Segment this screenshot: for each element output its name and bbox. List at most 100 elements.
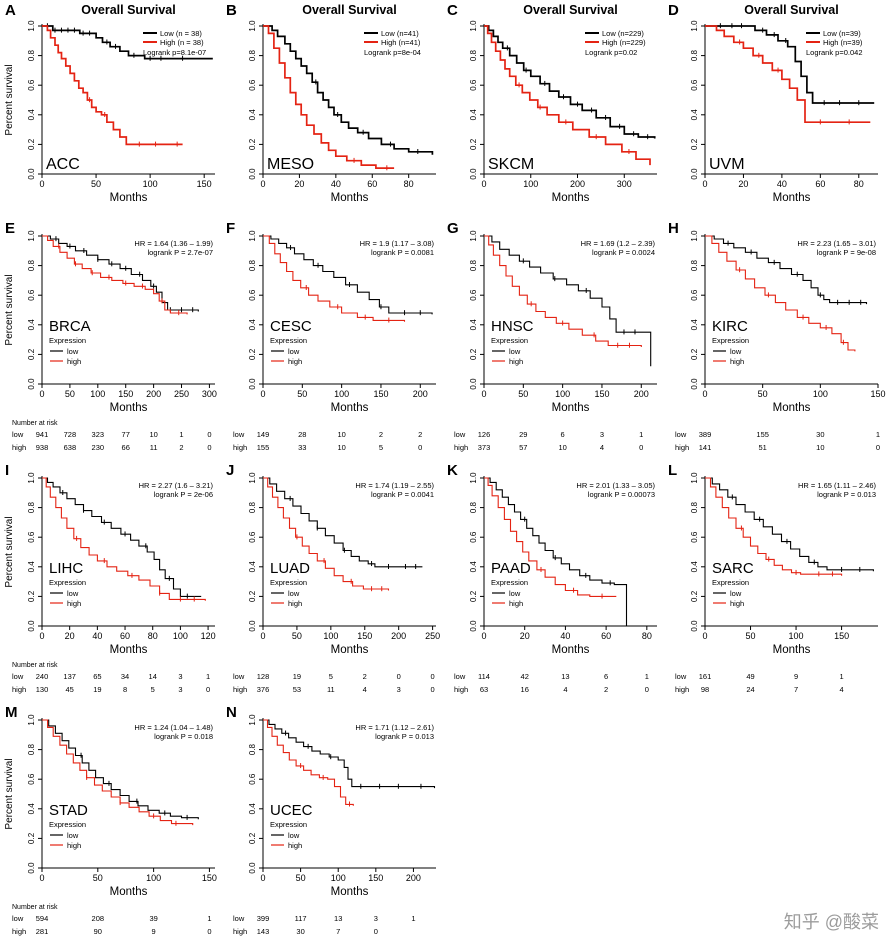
x-axis-label: Months <box>331 644 369 656</box>
x-tick-label: 300 <box>617 179 632 189</box>
y-axis-label: Percent survival <box>4 64 15 135</box>
legend-title: Expression <box>49 336 86 345</box>
risk-count-high: 98 <box>701 685 709 694</box>
risk-count-low: 2 <box>379 430 383 439</box>
y-tick-label: 0.4 <box>690 109 699 121</box>
logrank-p-text: Logrank p=0.02 <box>585 48 637 57</box>
SKCM-km-plot: C Overall Survival 0.0 0.2 0.4 0.6 0.8 1.0 0 100 2… <box>447 2 657 204</box>
hr-text: HR = 2.01 (1.33 – 3.05) <box>576 481 655 490</box>
y-tick-label: 0.6 <box>469 79 478 91</box>
risk-row-low-label: low <box>233 672 245 681</box>
panel-letter: K <box>447 462 458 479</box>
risk-count-high: 0 <box>206 685 210 694</box>
risk-count-high: 3 <box>178 685 182 694</box>
risk-count-low: 399 <box>257 914 270 923</box>
risk-count-low: 126 <box>478 430 491 439</box>
risk-count-low: 13 <box>334 914 342 923</box>
y-tick-label: 1.0 <box>248 20 257 32</box>
risk-row-high-label: high <box>675 685 689 694</box>
risk-count-low: 1 <box>876 430 880 439</box>
x-tick-label: 250 <box>425 631 440 641</box>
x-tick-label: 300 <box>202 389 217 399</box>
risk-row-low-label: low <box>454 430 466 439</box>
low-survival-curve <box>42 235 199 312</box>
risk-count-high: 8 <box>123 685 127 694</box>
risk-count-low: 10 <box>337 430 345 439</box>
low-survival-curve <box>42 25 213 60</box>
panel-letter: E <box>5 220 15 237</box>
y-tick-label: 0.8 <box>690 501 699 513</box>
y-tick-label: 0.0 <box>27 620 36 632</box>
number-at-risk-label: Number at risk <box>12 662 58 669</box>
number-at-risk-label: Number at risk <box>12 420 58 427</box>
risk-count-low: 728 <box>64 430 77 439</box>
x-tick-label: 150 <box>118 389 133 399</box>
y-tick-label: 0.8 <box>248 259 257 271</box>
x-axis-label: Months <box>773 644 811 656</box>
hr-text: HR = 1.69 (1.2 – 2.39) <box>581 239 656 248</box>
x-tick-label: 0 <box>260 873 265 883</box>
legend-high-label: high <box>509 599 523 608</box>
x-tick-label: 250 <box>174 389 189 399</box>
y-tick-label: 1.0 <box>248 714 257 726</box>
STAD-km-plot: M 0.0 0.2 0.4 0.6 0.8 1.0 0 50 100 150 Months Percen… <box>4 704 217 936</box>
risk-count-high: 376 <box>257 685 270 694</box>
UCEC-km-plot: N 0.0 0.2 0.4 0.6 0.8 1.0 0 50 100 150 200 Months HR … <box>226 704 436 936</box>
y-tick-label: 0.0 <box>248 378 257 390</box>
x-tick-label: 100 <box>555 389 570 399</box>
low-survival-curve <box>705 477 874 572</box>
risk-count-high: 7 <box>336 927 340 936</box>
risk-count-high: 53 <box>293 685 301 694</box>
panel-letter: F <box>226 220 235 237</box>
x-tick-label: 150 <box>368 873 383 883</box>
legend-title: Expression <box>270 336 307 345</box>
risk-count-low: 149 <box>257 430 270 439</box>
x-tick-label: 50 <box>518 389 528 399</box>
legend-low-label: Low (n=229) <box>602 29 644 38</box>
risk-row-high-label: high <box>12 685 26 694</box>
y-tick-label: 1.0 <box>469 472 478 484</box>
y-axis-label: Percent survival <box>4 274 15 345</box>
y-tick-label: 0.0 <box>690 378 699 390</box>
risk-count-high: 24 <box>746 685 754 694</box>
HNSC-km-plot: G0.00.20.40.60.81.00 50 100 150 200MonthsHR … <box>447 220 657 452</box>
risk-count-high: 51 <box>758 443 766 452</box>
cancer-type-label: PAAD <box>491 560 531 577</box>
risk-row-high-label: high <box>12 927 26 936</box>
x-tick-label: 60 <box>367 179 377 189</box>
risk-count-low: 28 <box>298 430 306 439</box>
legend-high-label: high <box>509 357 523 366</box>
risk-count-low: 19 <box>293 672 301 681</box>
cancer-type-label: BRCA <box>49 318 91 335</box>
hr-text: HR = 2.23 (1.65 – 3.01) <box>797 239 876 248</box>
risk-count-high: 0 <box>207 443 211 452</box>
legend-low-label: low <box>288 589 300 598</box>
risk-count-low: 6 <box>604 672 608 681</box>
risk-count-low: 155 <box>756 430 769 439</box>
survival-panel-MESO: B Overall Survival 0.0 0.2 0.4 0.6 0.8 1.0 0 20 40… <box>223 0 444 220</box>
legend-high-label: High (n=229) <box>602 38 646 47</box>
x-tick-label: 200 <box>406 873 421 883</box>
x-tick-label: 0 <box>702 179 707 189</box>
high-survival-curve <box>484 25 651 166</box>
panel-letter: J <box>226 462 234 479</box>
risk-count-low: 941 <box>36 430 49 439</box>
y-tick-label: 0.0 <box>469 620 478 632</box>
risk-row-high-label: high <box>454 443 468 452</box>
panel-letter: C <box>447 2 458 19</box>
x-tick-label: 0 <box>481 389 486 399</box>
high-survival-curve <box>42 719 194 826</box>
risk-count-high: 0 <box>374 927 378 936</box>
x-axis-label: Months <box>110 402 148 414</box>
risk-count-high: 155 <box>257 443 270 452</box>
panel-letter: N <box>226 704 237 721</box>
y-tick-label: 1.0 <box>27 472 36 484</box>
risk-count-low: 3 <box>374 914 378 923</box>
panel-letter: B <box>226 2 237 19</box>
y-tick-label: 0.8 <box>27 501 36 513</box>
x-tick-label: 200 <box>391 631 406 641</box>
risk-count-low: 42 <box>521 672 529 681</box>
risk-row-low-label: low <box>675 430 687 439</box>
